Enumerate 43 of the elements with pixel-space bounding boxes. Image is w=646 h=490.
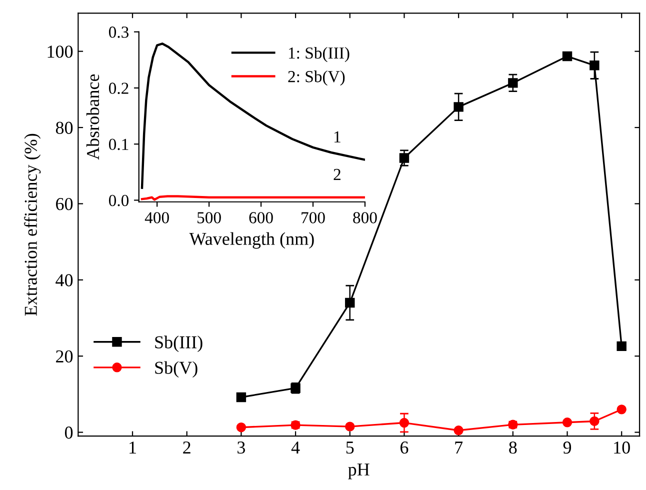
x-tick-label: 700 bbox=[302, 212, 325, 224]
y-tick-label: 0.0 bbox=[108, 194, 129, 206]
x-tick-label: 3 bbox=[238, 442, 246, 454]
point bbox=[454, 102, 464, 112]
x-tick-label: 500 bbox=[198, 212, 221, 224]
x-tick-label: 800 bbox=[353, 212, 377, 224]
y-tick-label: 0 bbox=[64, 426, 73, 439]
point bbox=[590, 60, 600, 70]
x-tick-label: 600 bbox=[249, 212, 273, 224]
x-tick-label: 4 bbox=[291, 442, 300, 454]
y-tick-label: 100 bbox=[48, 46, 73, 58]
y-tick-label: 80 bbox=[56, 122, 73, 134]
legend-label: 2: Sb(V) bbox=[288, 70, 345, 86]
annotation: 1 bbox=[334, 131, 340, 142]
legend-label: Sb(V) bbox=[155, 361, 198, 378]
y-axis-title: Absrobance bbox=[86, 74, 100, 160]
annotation: 2 bbox=[334, 168, 340, 180]
point bbox=[236, 422, 246, 432]
y-tick-label: 0.1 bbox=[108, 138, 128, 150]
point bbox=[508, 78, 518, 88]
x-tick-label: 8 bbox=[509, 441, 517, 454]
legend-label: 1: Sb(III) bbox=[288, 46, 350, 62]
x-tick-label: 2 bbox=[183, 442, 190, 454]
x-tick-label: 1 bbox=[130, 442, 136, 454]
point bbox=[562, 418, 572, 428]
y-axis-title: Extraction efficiency (%) bbox=[24, 134, 41, 316]
point bbox=[345, 422, 355, 432]
y-tick-label: 60 bbox=[56, 198, 73, 210]
x-tick-label: 400 bbox=[144, 212, 169, 224]
y-tick-label: 0.2 bbox=[108, 82, 128, 94]
y-tick-label: 0.3 bbox=[108, 26, 129, 38]
x-tick-label: 9 bbox=[563, 442, 572, 454]
y-tick-label: 20 bbox=[56, 350, 73, 363]
x-axis-title: pH bbox=[348, 464, 370, 480]
x-tick-label: 5 bbox=[346, 442, 354, 454]
point bbox=[616, 404, 626, 414]
point bbox=[454, 426, 464, 436]
y-tick-label: 40 bbox=[56, 274, 73, 286]
x-axis-title: Wavelength (nm) bbox=[189, 232, 314, 249]
x-tick-label: 6 bbox=[400, 442, 408, 454]
legend-label: Sb(III) bbox=[155, 336, 202, 352]
x-tick-label: 7 bbox=[455, 442, 463, 454]
x-tick-label: 10 bbox=[614, 441, 630, 454]
